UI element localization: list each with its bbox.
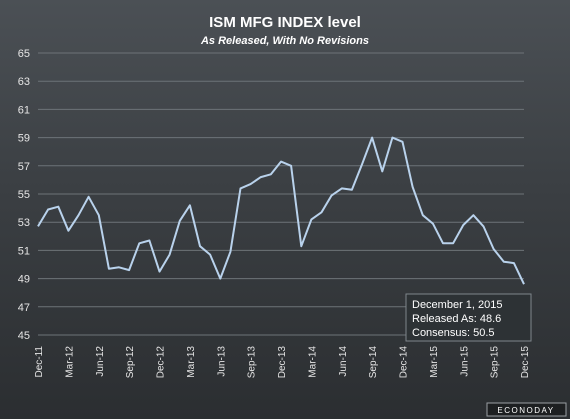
y-tick-label: 49 — [18, 274, 30, 286]
tooltip-released: Released As: 48.6 — [412, 313, 501, 325]
series-line — [37, 136, 525, 285]
y-tick-label: 57 — [18, 161, 30, 173]
chart-title: ISM MFG INDEX level — [209, 14, 361, 31]
econoday-logo: ECONODAY — [486, 402, 567, 417]
x-tick-label: Dec-14 — [399, 346, 410, 379]
x-tick-label: Dec-15 — [520, 346, 531, 379]
series — [37, 136, 525, 285]
y-tick-label: 55 — [18, 189, 30, 201]
x-tick-label: Sep-15 — [490, 346, 501, 379]
x-tick-label: Mar-13 — [186, 346, 197, 378]
x-tick-label: Sep-13 — [247, 346, 258, 379]
tooltip: December 1, 2015 Released As: 48.6 Conse… — [405, 293, 532, 342]
x-tick-label: Jun-14 — [338, 346, 349, 377]
y-axis: 45 47 49 51 53 55 57 59 61 63 65 — [18, 48, 30, 342]
y-tick-label: 61 — [18, 104, 30, 116]
y-tick-label: 47 — [18, 302, 30, 314]
x-tick-label: Sep-14 — [368, 346, 379, 379]
x-tick-label: Jun-12 — [95, 346, 106, 377]
tooltip-date: December 1, 2015 — [412, 299, 503, 311]
x-axis: Dec-11 Mar-12 Jun-12 Sep-12 Dec-12 Mar-13 Jun-… — [34, 346, 531, 379]
x-tick-label: Jun-13 — [216, 346, 227, 377]
x-tick-label: Dec-12 — [156, 346, 167, 379]
x-tick-label: Dec-13 — [277, 346, 288, 379]
y-tick-label: 45 — [18, 330, 30, 342]
x-tick-label: Sep-12 — [125, 346, 136, 379]
y-tick-label: 63 — [18, 76, 30, 88]
grid — [38, 52, 524, 336]
x-tick-label: Mar-14 — [307, 346, 318, 378]
x-tick-label: Dec-11 — [34, 346, 45, 378]
y-tick-label: 59 — [18, 133, 30, 145]
chart-subtitle: As Released, With No Revisions — [200, 35, 369, 47]
tooltip-consensus: Consensus: 50.5 — [412, 327, 495, 339]
tooltip-box — [405, 293, 532, 342]
x-tick-label: Mar-12 — [64, 346, 75, 378]
logo-text: ECONODAY — [497, 406, 554, 415]
y-tick-label: 53 — [18, 217, 30, 229]
y-tick-label: 65 — [18, 48, 30, 60]
x-tick-label: Jun-15 — [459, 346, 470, 377]
x-tick-label: Mar-15 — [429, 346, 440, 378]
y-tick-label: 51 — [18, 245, 30, 257]
